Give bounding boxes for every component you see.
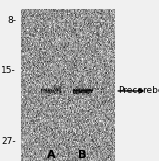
Text: B: B [79,150,87,160]
Text: 27-: 27- [1,137,16,146]
Text: 15-: 15- [1,66,16,75]
Text: 8-: 8- [7,16,16,25]
Text: A: A [47,150,55,160]
Text: Precerebellin: Precerebellin [118,86,159,95]
